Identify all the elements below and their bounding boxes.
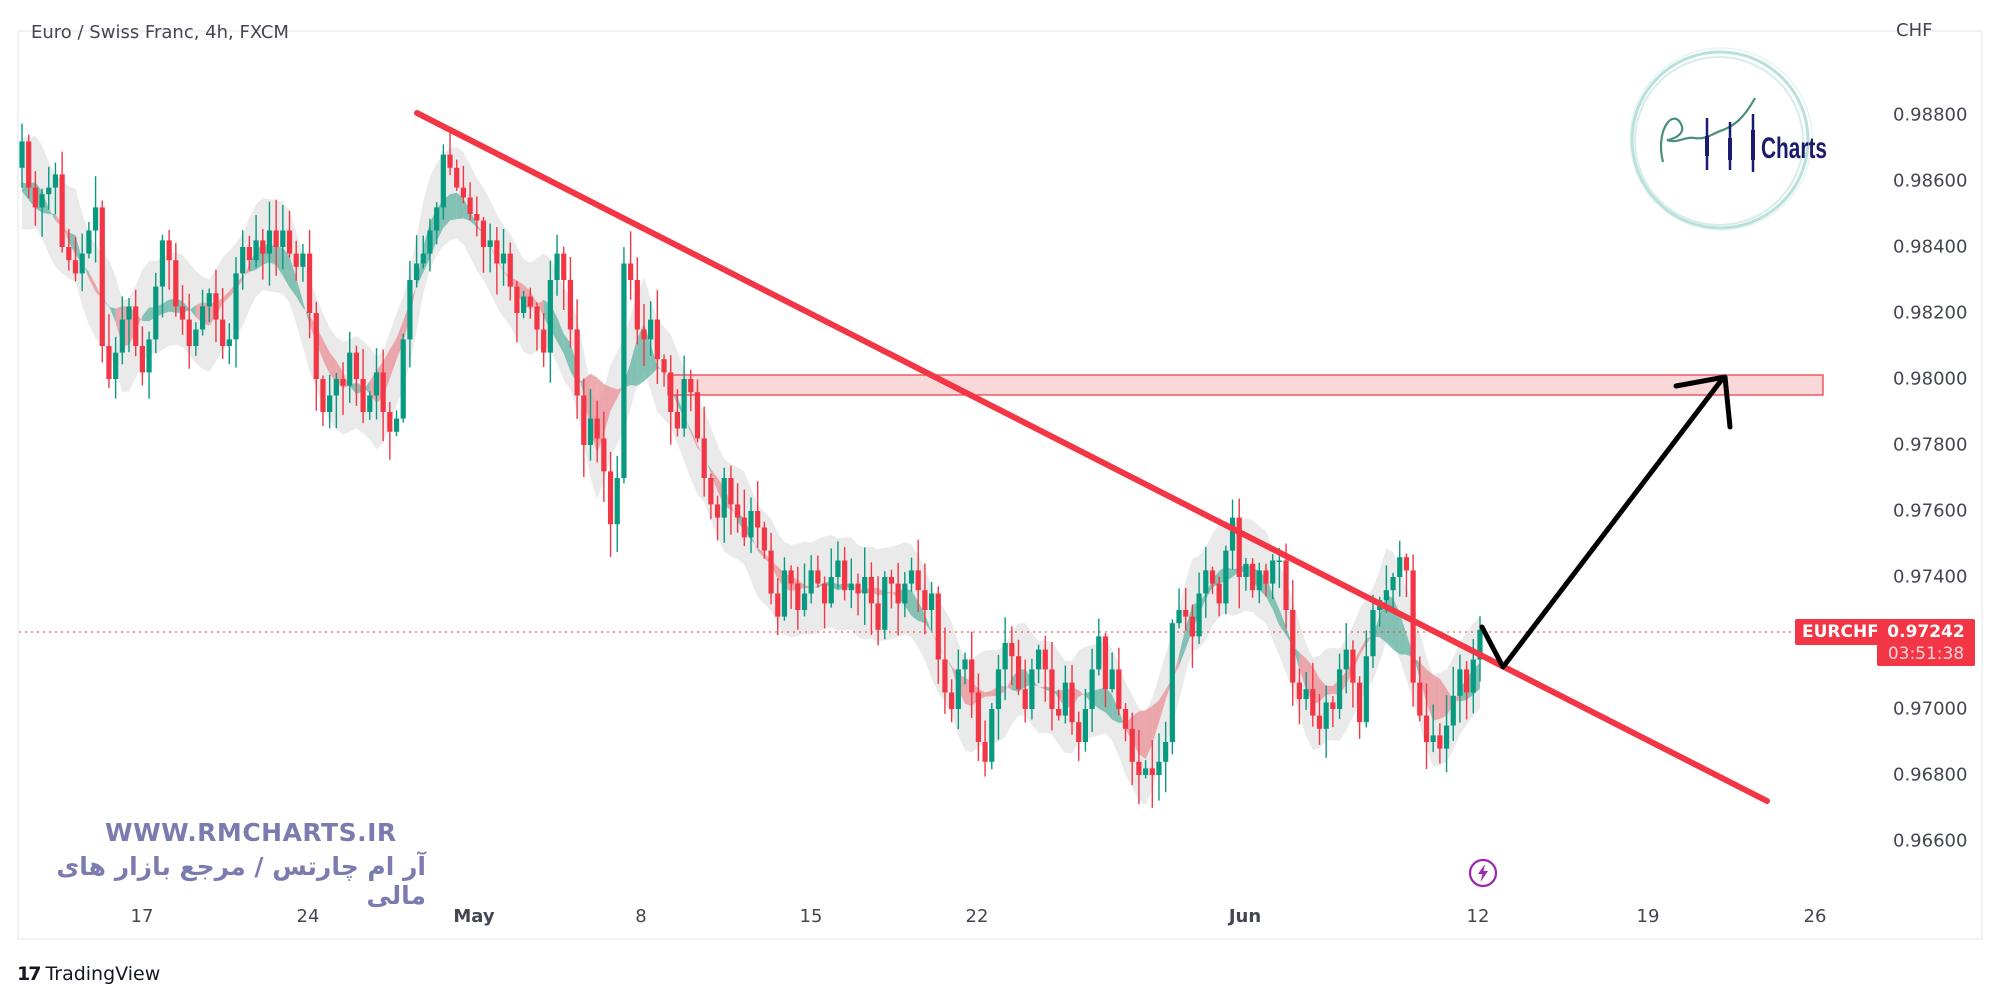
- tradingview-logo-icon: 17: [17, 963, 41, 985]
- projection-arrowhead: [1673, 374, 1733, 430]
- rmcharts-logo: Charts: [1615, 40, 1830, 240]
- candles: [19, 123, 1483, 808]
- price-tick: 0.97000: [1893, 698, 1968, 720]
- price-tick: 0.98600: [1893, 170, 1968, 192]
- time-tick: 22: [965, 906, 989, 927]
- indicator-cloud: [22, 135, 1480, 806]
- price-tick: 0.98800: [1893, 104, 1968, 126]
- time-tick: 8: [635, 906, 647, 927]
- price-tick: 0.98000: [1893, 368, 1968, 390]
- last-price-badge: 0.97242 03:51:38: [1877, 619, 1975, 666]
- time-tick: 19: [1636, 906, 1660, 927]
- resistance-zone[interactable]: [667, 374, 1824, 396]
- time-tick: 12: [1466, 906, 1490, 927]
- bar-countdown: 03:51:38: [1887, 644, 1965, 664]
- time-tick: 17: [130, 906, 154, 927]
- projection-arrow[interactable]: [1479, 375, 1726, 670]
- symbol-title[interactable]: Euro / Swiss Franc, 4h, FXCM: [31, 22, 289, 43]
- chart-frame[interactable]: [17, 30, 1983, 940]
- price-tick: 0.96800: [1893, 764, 1968, 786]
- price-tick: 0.98200: [1893, 302, 1968, 324]
- lightning-event-icon[interactable]: [1468, 858, 1498, 888]
- time-tick: 24: [296, 906, 320, 927]
- tradingview-wordmark: TradingView: [45, 963, 161, 985]
- time-tick: 26: [1803, 906, 1827, 927]
- time-tick: 15: [799, 906, 823, 927]
- price-tick: 0.96600: [1893, 830, 1968, 852]
- tradingview-brand[interactable]: 17 TradingView: [17, 963, 160, 985]
- price-tick: 0.97800: [1893, 434, 1968, 456]
- time-tick: May: [453, 906, 495, 927]
- currency-label: CHF: [1896, 20, 1933, 41]
- price-tick: 0.97400: [1893, 566, 1968, 588]
- last-price-value: 0.97242: [1887, 622, 1965, 642]
- logo-text: Charts: [1761, 132, 1827, 165]
- watermark-url: WWW.RMCHARTS.IR: [105, 818, 397, 847]
- price-tick: 0.97600: [1893, 500, 1968, 522]
- watermark-tagline: آر ام چارتس / مرجع بازار های مالی: [56, 852, 426, 910]
- trendline[interactable]: [414, 110, 1770, 804]
- price-tick: 0.98400: [1893, 236, 1968, 258]
- symbol-badge: EURCHF: [1795, 619, 1886, 645]
- time-tick: Jun: [1228, 906, 1262, 927]
